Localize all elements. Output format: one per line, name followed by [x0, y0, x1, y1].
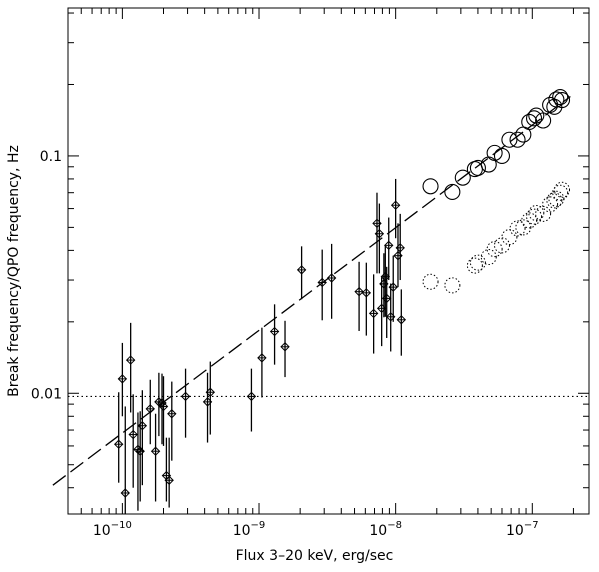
data-point-circle-dotted — [469, 254, 486, 271]
data-point-circle-dotted — [552, 184, 569, 201]
data-point-circle-dotted — [493, 237, 510, 254]
data-point-diamond — [164, 475, 174, 485]
data-point-diamond — [368, 308, 379, 319]
y-tick-label: 0.01 — [31, 386, 62, 402]
data-point-circle — [454, 169, 471, 186]
data-point-diamond — [354, 286, 364, 297]
data-point-diamond — [117, 374, 128, 384]
data-point-diamond — [326, 273, 337, 283]
x-tick-label: 10−9 — [233, 520, 266, 539]
data-point-diamond — [137, 421, 148, 431]
data-point-circle-dotted — [486, 241, 503, 258]
data-point-circle — [548, 91, 565, 108]
data-point-diamond — [395, 243, 405, 253]
x-tick-label-base: 10 — [506, 523, 524, 539]
data-point-diamond — [167, 409, 177, 419]
data-point-diamond — [280, 342, 290, 352]
data-point-circle — [422, 178, 439, 195]
x-tick-label-exponent: −7 — [524, 520, 539, 531]
data-point-diamond — [269, 326, 280, 337]
data-point-diamond — [388, 282, 398, 292]
data-point-diamond — [381, 293, 392, 304]
data-point-circle — [552, 89, 569, 106]
data-point-diamond — [158, 401, 169, 412]
data-point-diamond — [380, 271, 391, 282]
x-tick-label: 10−10 — [93, 520, 132, 539]
data-point-circle-dotted — [466, 257, 483, 274]
y-tick-label: 0.1 — [40, 149, 62, 165]
data-point-diamond — [120, 488, 130, 498]
data-point-diamond — [246, 391, 257, 402]
x-tick-label-base: 10 — [369, 523, 387, 539]
data-point-circle-dotted — [546, 192, 563, 209]
data-point-circle-dotted — [528, 204, 545, 221]
x-tick-label-base: 10 — [233, 523, 251, 539]
data-point-circle-dotted — [548, 190, 565, 207]
data-point-diamond — [361, 288, 372, 298]
data-point-circle-dotted — [501, 229, 518, 246]
data-point-diamond — [128, 429, 138, 440]
data-point-circle-dotted — [422, 273, 439, 290]
data-point-diamond — [145, 404, 155, 414]
data-point-diamond — [317, 277, 327, 288]
data-point-circle — [493, 147, 511, 164]
data-point-circle — [553, 91, 571, 109]
x-tick-label: 10−8 — [369, 520, 402, 539]
data-point-diamond — [180, 391, 191, 402]
data-point-circle — [509, 131, 526, 148]
data-point-circle-dotted — [526, 208, 543, 225]
data-point-diamond — [396, 315, 407, 325]
data-point-circle — [444, 183, 461, 201]
data-point-diamond — [257, 353, 267, 363]
x-tick-label-exponent: −9 — [251, 520, 266, 531]
x-axis-label: Flux 3–20 keV, erg/sec — [236, 548, 394, 564]
data-point-circle — [486, 144, 503, 161]
plot-frame — [67, 7, 590, 515]
data-point-circle-dotted — [444, 277, 461, 294]
data-point-circle — [526, 110, 543, 127]
data-point-diamond — [113, 439, 124, 449]
data-point-circle-dotted — [535, 205, 552, 222]
y-axis-label: Break frequency/QPO frequency, Hz — [6, 145, 22, 397]
data-point-diamond — [296, 265, 307, 275]
x-tick-label-base: 10 — [93, 523, 111, 539]
data-point-circle-dotted — [515, 219, 532, 236]
x-tick-label-exponent: −8 — [387, 520, 402, 531]
data-point-diamond — [384, 240, 394, 251]
data-point-circle — [480, 156, 497, 173]
data-point-circle — [535, 112, 552, 129]
x-tick-label-exponent: −10 — [111, 520, 132, 531]
data-point-circle-dotted — [509, 220, 526, 237]
x-tick-label: 10−7 — [506, 520, 539, 539]
data-point-diamond — [205, 387, 216, 397]
data-point-diamond — [157, 398, 167, 408]
data-point-circle-dotted — [542, 196, 559, 213]
fit-dashed-line — [52, 95, 571, 486]
data-point-diamond — [374, 229, 385, 239]
data-point-diamond — [390, 200, 401, 210]
data-point-circle-dotted — [554, 181, 571, 198]
data-point-circle — [501, 131, 518, 148]
data-point-diamond — [125, 355, 136, 365]
data-point-circle-dotted — [480, 249, 497, 266]
data-point-circle — [469, 159, 486, 176]
data-point-diamond — [150, 446, 161, 456]
